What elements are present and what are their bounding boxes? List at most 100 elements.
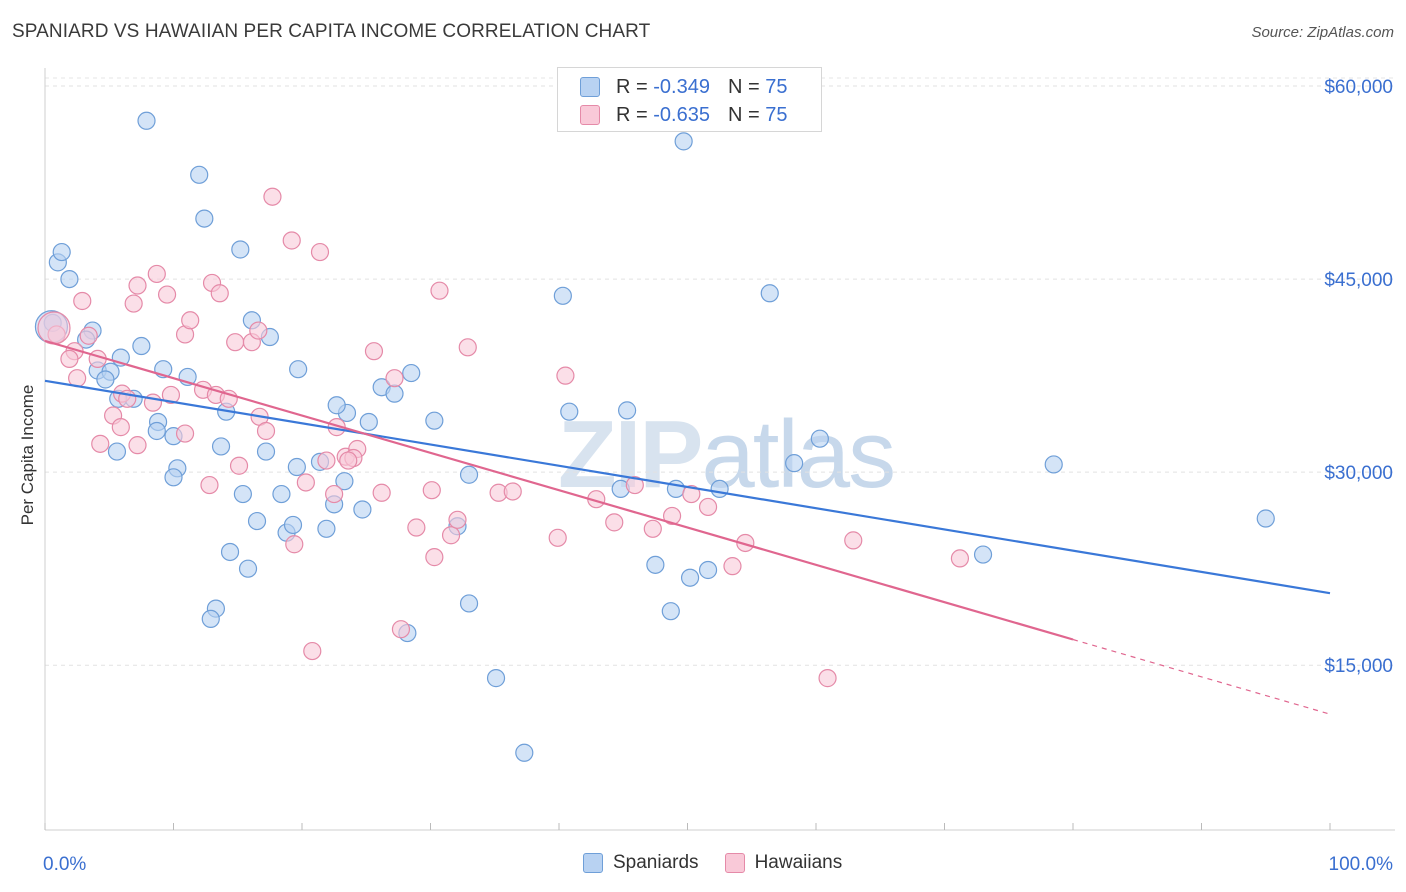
data-point-spaniards [211,437,231,456]
data-point-spaniards [238,559,258,578]
x-tick-label: 100.0% [1329,854,1394,875]
data-point-hawaiians [147,264,166,284]
data-point-spaniards [190,165,209,184]
trend-line-hawaiians [44,339,1074,641]
series-legend-spaniards[interactable]: Spaniards [583,852,699,874]
data-point-spaniards [147,421,166,441]
data-point-hawaiians [723,557,742,576]
data-point-spaniards [785,454,804,473]
data-point-hawaiians [425,548,444,567]
data-point-hawaiians [256,421,276,441]
data-point-hawaiians [60,349,79,368]
data-point-spaniards [317,519,336,538]
data-point-spaniards [680,568,700,587]
y-tick-label: $15,000 [1324,656,1393,677]
series-swatch-hawaiians [724,853,745,873]
data-point-spaniards [402,363,421,383]
x-tick-label: 0.0% [43,854,86,875]
legend-row-spaniards: R = -0.349 N = 75 [580,74,787,100]
data-point-spaniards [231,240,250,259]
data-point-hawaiians [111,418,130,437]
data-point-spaniards [486,669,506,688]
trend-line-dashed-hawaiians [1072,638,1331,715]
trend-line-spaniards [44,379,1331,595]
data-point-spaniards [425,411,444,430]
data-point-hawaiians [430,281,449,300]
data-point-hawaiians [37,311,71,345]
data-point-spaniards [1256,509,1275,528]
legend-swatch-spaniards [580,77,600,97]
data-point-hawaiians [73,291,92,311]
data-point-spaniards [760,284,779,303]
data-point-hawaiians [128,276,147,295]
data-point-hawaiians [385,369,404,388]
data-point-spaniards [810,429,829,448]
legend-r-label: R = [616,75,648,98]
data-point-spaniards [132,336,151,356]
series-legend-hawaiians[interactable]: Hawaiians [724,852,843,874]
data-point-spaniards [666,479,686,499]
data-point-spaniards [560,402,579,421]
data-point-spaniards [283,515,303,535]
data-point-spaniards [137,111,156,130]
data-point-hawaiians [950,549,970,568]
data-point-hawaiians [249,321,268,340]
data-point-hawaiians [643,519,662,538]
data-point-spaniards [618,401,637,420]
y-tick-label: $45,000 [1324,270,1393,291]
data-point-hawaiians [844,531,863,550]
data-point-hawaiians [124,294,143,313]
correlation-legend: R = -0.349 N = 75 R = -0.635 N = 75 [557,67,822,132]
data-point-hawaiians [229,456,249,475]
data-point-hawaiians [175,424,195,443]
data-point-spaniards [327,396,346,415]
data-point-spaniards [385,384,404,403]
data-point-hawaiians [181,311,200,330]
data-point-spaniards [661,602,680,621]
data-point-hawaiians [372,483,391,502]
watermark-atlas: atlas [701,401,896,508]
data-point-hawaiians [285,535,304,554]
chart-title: SPANIARD VS HAWAIIAN PER CAPITA INCOME C… [12,21,651,42]
data-point-spaniards [201,609,220,629]
data-point-hawaiians [422,481,441,500]
data-point-hawaiians [407,518,426,537]
data-point-hawaiians [503,482,522,501]
legend-swatch-hawaiians [580,105,600,125]
data-point-hawaiians [556,366,575,385]
data-point-spaniards [1044,455,1063,474]
legend-r-value: -0.349 [653,75,710,98]
series-name-hawaiians: Hawaiians [754,852,843,873]
data-point-spaniards [107,442,127,461]
legend-r-value: -0.635 [653,103,710,126]
data-point-spaniards [60,269,79,289]
data-point-hawaiians [296,473,315,492]
data-point-spaniards [256,442,276,461]
legend-n-label: N = [727,103,760,126]
legend-row-hawaiians: R = -0.635 N = 75 [580,102,787,128]
data-point-hawaiians [317,451,336,470]
data-point-hawaiians [210,284,229,303]
data-point-spaniards [272,484,291,504]
data-point-spaniards [515,743,534,762]
legend-r-label: R = [616,103,648,126]
y-tick-label: $60,000 [1324,77,1393,98]
data-point-hawaiians [364,342,384,361]
legend-n-label: N = [727,75,760,98]
data-point-hawaiians [310,242,330,262]
data-point-spaniards [195,209,214,228]
data-point-hawaiians [441,526,461,545]
data-point-spaniards [646,555,665,574]
data-point-hawaiians [448,510,467,529]
data-point-hawaiians [157,285,177,304]
data-point-hawaiians [263,187,282,206]
data-point-hawaiians [391,620,411,639]
series-legend: Spaniards Hawaiians [583,852,868,874]
data-point-hawaiians [698,497,718,517]
data-point-spaniards [359,412,378,432]
data-point-spaniards [353,500,372,519]
data-point-spaniards [164,468,183,487]
data-point-hawaiians [282,231,301,250]
legend-n-value: 75 [765,75,788,98]
data-point-hawaiians [200,475,219,495]
